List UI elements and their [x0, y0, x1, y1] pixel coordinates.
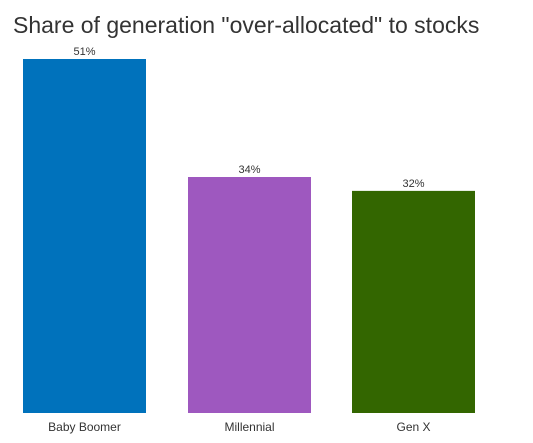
bar-millennial — [188, 177, 311, 413]
x-tick-label-gen-x: Gen X — [396, 420, 430, 434]
value-label-gen-x: 32% — [402, 178, 424, 190]
value-label-millennial: 34% — [238, 164, 260, 176]
chart-title: Share of generation "over-allocated" to … — [13, 12, 480, 38]
x-tick-label-baby-boomer: Baby Boomer — [48, 420, 121, 434]
x-tick-label-millennial: Millennial — [224, 420, 274, 434]
value-label-baby-boomer: 51% — [73, 46, 95, 58]
bar-gen-x — [352, 190, 475, 413]
bar-baby-boomer — [23, 59, 146, 413]
